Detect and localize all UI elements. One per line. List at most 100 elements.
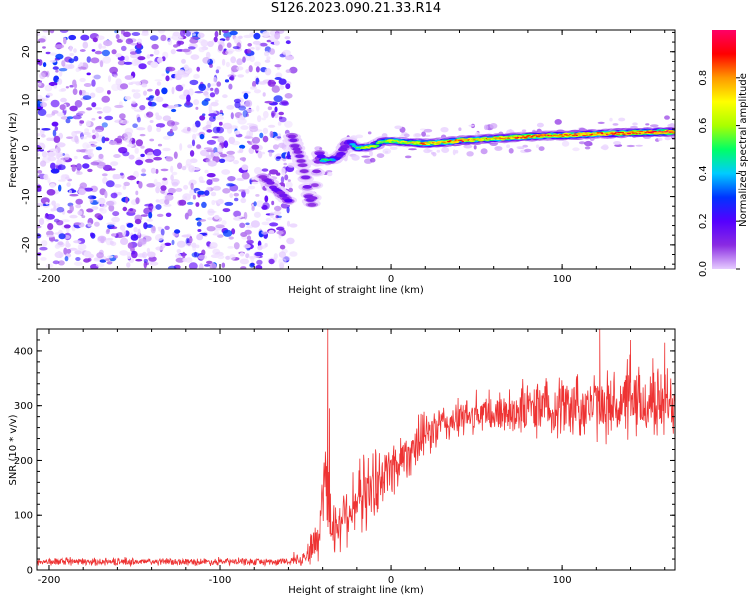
noise-speckle	[102, 176, 108, 185]
noise-speckle	[122, 184, 127, 190]
track-mark	[309, 196, 318, 201]
noise-speckle	[241, 91, 251, 95]
noise-speckle	[214, 87, 220, 95]
track-mark	[266, 181, 275, 185]
noise-speckle	[104, 137, 110, 142]
noise-speckle	[145, 158, 154, 163]
noise-speckle	[83, 258, 91, 263]
noise-speckle	[146, 224, 154, 228]
noise-speckle	[196, 144, 202, 149]
noise-speckle	[106, 237, 114, 241]
noise-speckle	[53, 85, 57, 89]
colorbar-tick-label: 0.8	[698, 70, 709, 86]
noise-speckle	[68, 190, 73, 194]
noise-speckle	[224, 79, 230, 83]
noise-speckle	[69, 45, 73, 52]
noise-speckle	[403, 133, 410, 138]
noise-speckle	[210, 151, 215, 157]
noise-speckle	[613, 141, 622, 145]
noise-speckle	[50, 99, 60, 108]
noise-speckle	[114, 184, 122, 188]
noise-speckle	[177, 162, 183, 170]
noise-speckle	[413, 133, 421, 138]
noise-speckle	[146, 111, 154, 118]
noise-speckle	[125, 38, 134, 45]
noise-speckle	[161, 73, 165, 77]
track-mark	[607, 133, 611, 135]
noise-speckle	[243, 34, 253, 39]
noise-speckle	[72, 88, 78, 95]
spec-x-tick-label: 0	[388, 274, 394, 285]
noise-speckle	[287, 162, 296, 168]
noise-speckle	[246, 239, 254, 245]
noise-speckle	[669, 123, 675, 128]
noise-speckle	[56, 206, 65, 213]
noise-speckle	[55, 203, 61, 208]
noise-speckle	[225, 157, 235, 161]
noise-speckle	[119, 113, 126, 120]
noise-speckle	[165, 66, 173, 72]
track-mark	[422, 143, 427, 146]
noise-speckle	[355, 134, 364, 139]
noise-speckle	[114, 74, 117, 78]
noise-speckle	[250, 220, 260, 228]
noise-speckle	[65, 242, 71, 248]
snr-y-tick-label: 200	[14, 456, 33, 467]
noise-speckle	[73, 155, 78, 160]
noise-speckle	[101, 122, 108, 128]
noise-speckle	[58, 184, 62, 192]
noise-speckle	[69, 205, 74, 213]
noise-speckle	[284, 93, 293, 99]
track-mark	[420, 142, 425, 144]
track-mark	[640, 132, 645, 134]
noise-speckle	[206, 139, 216, 145]
noise-speckle	[135, 81, 142, 86]
noise-speckle	[147, 101, 153, 107]
noise-speckle	[143, 258, 148, 263]
noise-speckle	[282, 49, 291, 56]
noise-speckle	[39, 246, 48, 251]
noise-speckle	[167, 265, 177, 269]
noise-speckle	[157, 30, 166, 34]
track-mark	[376, 142, 380, 144]
noise-speckle	[134, 218, 142, 225]
noise-speckle	[197, 32, 205, 39]
noise-speckle	[266, 56, 271, 60]
noise-speckle	[276, 172, 281, 176]
noise-speckle	[123, 131, 133, 139]
noise-speckle	[153, 49, 160, 56]
noise-speckle	[286, 220, 291, 227]
track-mark	[379, 142, 384, 144]
noise-speckle	[267, 106, 273, 111]
noise-speckle	[155, 96, 164, 103]
noise-speckle	[191, 252, 200, 258]
track-mark	[499, 137, 504, 140]
noise-speckle	[161, 87, 168, 95]
noise-speckle	[115, 119, 124, 124]
noise-speckle	[130, 234, 139, 241]
noise-speckle	[117, 135, 123, 139]
doppler-track	[282, 127, 675, 208]
track-mark	[464, 138, 468, 140]
noise-speckle	[244, 136, 254, 139]
noise-speckle	[148, 211, 153, 219]
noise-speckle	[205, 94, 210, 98]
noise-speckle	[94, 50, 103, 55]
noise-speckle	[212, 76, 217, 83]
colorbar-tick-label: 0.4	[698, 165, 709, 181]
noise-speckle	[261, 151, 266, 155]
noise-speckle	[149, 138, 155, 142]
noise-speckle	[156, 81, 162, 86]
noise-speckle	[160, 34, 167, 42]
noise-speckle	[68, 58, 75, 64]
noise-speckle	[284, 120, 293, 128]
track-mark	[519, 137, 523, 139]
noise-speckle	[68, 64, 75, 69]
noise-speckle	[132, 92, 141, 99]
noise-speckle	[163, 203, 172, 207]
noise-speckle	[264, 51, 270, 57]
noise-speckle	[167, 39, 173, 46]
noise-speckle	[111, 49, 117, 55]
track-mark	[290, 144, 300, 148]
noise-speckle	[251, 181, 259, 185]
